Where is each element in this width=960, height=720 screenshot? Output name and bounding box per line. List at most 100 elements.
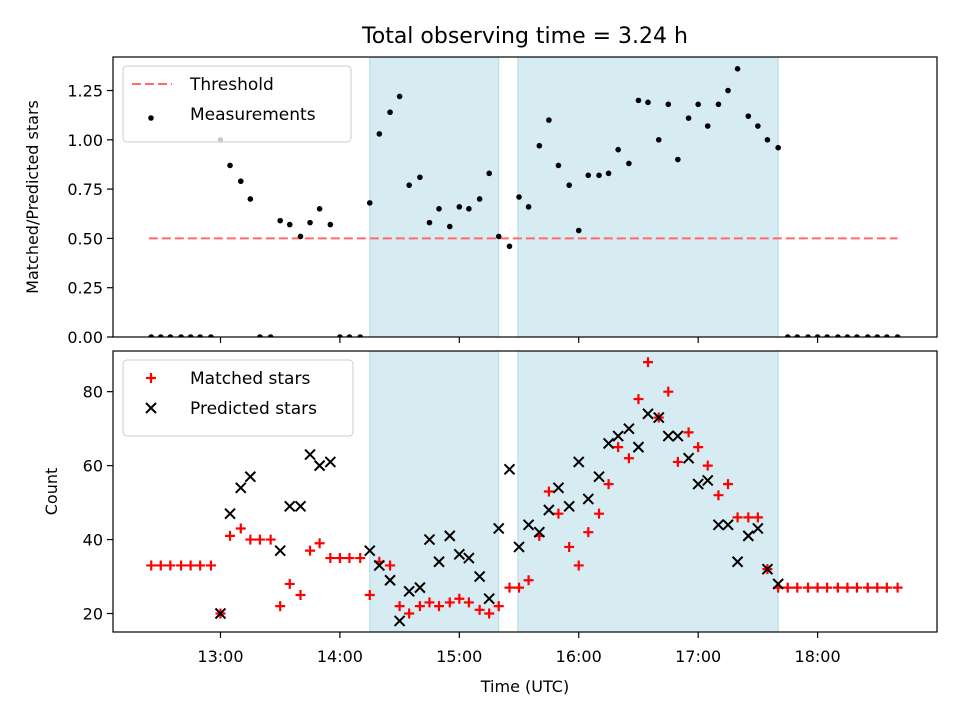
matched-star-point — [176, 560, 187, 571]
axes-frame — [112, 56, 938, 338]
predicted-star-point — [582, 493, 595, 505]
predicted-star-point — [602, 437, 615, 450]
matched-star-point — [573, 560, 584, 571]
legend-label: Threshold — [189, 75, 274, 95]
matched-star-point — [543, 486, 554, 497]
matched-star-point — [314, 538, 325, 549]
y-tick-label: 0.50 — [67, 229, 103, 248]
measurement-point — [755, 123, 761, 129]
measurement-point — [635, 97, 642, 104]
y-axis-label: Count — [42, 468, 61, 516]
measurement-point — [805, 334, 811, 337]
predicted-star-point — [473, 570, 486, 583]
matched-star-point — [851, 582, 862, 593]
matched-star-point — [424, 597, 435, 608]
matched-star-point — [713, 490, 724, 501]
legend-predicted-swatch — [145, 402, 157, 414]
x-tick-label: 17:00 — [675, 647, 721, 666]
y-tick-label: 0.00 — [67, 328, 103, 347]
predicted-star-point — [453, 548, 466, 561]
measurement-point — [417, 174, 423, 181]
legend-box — [122, 359, 354, 437]
matched-star-point — [434, 601, 445, 612]
x-tick-label: 18:00 — [795, 647, 841, 666]
matched-star-point — [385, 560, 396, 571]
matched-star-point — [623, 453, 634, 464]
measurement-point — [665, 101, 672, 108]
predicted-star-point — [612, 430, 624, 442]
observing-window-2 — [517, 350, 779, 633]
measurement-point — [585, 172, 592, 179]
measurement-point — [516, 194, 522, 200]
measurement-point — [645, 99, 651, 106]
matched-star-point — [484, 608, 495, 619]
measurement-point — [197, 334, 203, 337]
predicted-star-point — [284, 500, 296, 512]
measurement-point — [366, 200, 373, 206]
measurement-point — [675, 156, 681, 163]
matched-star-point — [643, 357, 654, 368]
legend-box — [122, 65, 352, 143]
measurement-point — [237, 178, 244, 185]
predicted-star-point — [244, 471, 257, 483]
matched-star-point — [723, 479, 734, 490]
matched-star-point — [822, 582, 833, 593]
y-tick-label: 20 — [83, 605, 103, 624]
matched-star-point — [195, 560, 206, 571]
matched-star-point — [663, 386, 674, 397]
measurement-point — [575, 227, 582, 234]
measurement-point — [297, 233, 304, 240]
matched-star-point — [444, 597, 455, 608]
predicted-star-point — [224, 507, 236, 520]
matched-star-point — [165, 560, 176, 571]
measurement-point — [495, 233, 502, 240]
measurement-point — [555, 162, 562, 169]
matched-star-point — [275, 601, 286, 612]
measurement-point — [725, 87, 731, 94]
predicted-star-point — [642, 408, 654, 420]
matched-star-point — [583, 527, 594, 538]
matched-star-point — [702, 460, 713, 471]
matched-star-point — [394, 601, 405, 612]
predicted-star-point — [423, 533, 436, 546]
matched-star-point — [603, 479, 614, 490]
predicted-star-point — [304, 448, 316, 461]
measurement-point — [148, 334, 155, 337]
measurement-point — [784, 334, 791, 337]
measurement-point — [466, 206, 472, 212]
chart-title: Total observing time = 3.24 h — [361, 24, 688, 49]
predicted-star-point — [235, 482, 247, 494]
measurement-point — [486, 170, 492, 177]
measurement-point — [566, 182, 572, 188]
matched-star-point — [414, 601, 425, 612]
matched-star-point — [594, 508, 605, 519]
measurement-point — [456, 204, 463, 210]
matched-star-point — [235, 523, 246, 534]
matched-star-point — [832, 582, 843, 593]
measurement-point — [695, 101, 701, 108]
matched-star-point — [284, 578, 295, 589]
legend-label: Measurements — [190, 105, 316, 125]
measurement-point — [814, 334, 821, 337]
measurement-point — [596, 172, 602, 179]
measurement-point — [615, 146, 621, 153]
predicted-star-point — [483, 593, 495, 605]
matched-star-point — [683, 427, 694, 438]
matched-star-point — [155, 560, 166, 571]
y-tick-label: 0.75 — [67, 180, 103, 199]
predicted-star-point — [274, 544, 286, 557]
matched-star-point — [752, 512, 763, 523]
predicted-star-point — [364, 544, 376, 557]
matched-star-point — [862, 582, 873, 593]
predicted-star-point — [513, 541, 525, 553]
matched-star-point — [523, 575, 534, 586]
matched-star-point — [254, 534, 265, 545]
matched-star-point — [881, 582, 892, 593]
measurement-point — [436, 206, 442, 212]
x-tick-label: 15:00 — [436, 647, 482, 666]
predicted-star-point — [752, 522, 764, 535]
measurement-point — [536, 142, 543, 149]
measurement-point — [854, 334, 860, 337]
predicted-star-point — [543, 504, 555, 516]
predicted-star-point — [493, 522, 505, 535]
